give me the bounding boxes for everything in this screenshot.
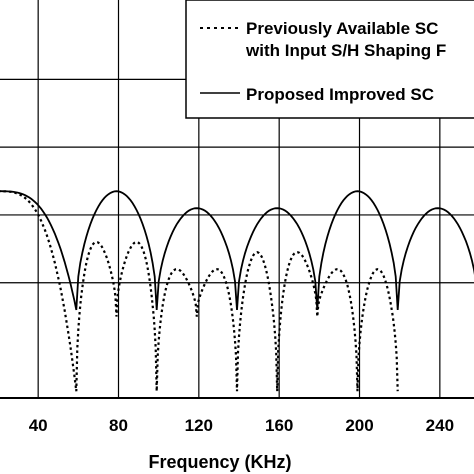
x-tick-labels: 40 80 120 160 200 240 (29, 416, 454, 435)
legend-label-previous-line1: Previously Available SC (246, 19, 438, 38)
series-previous-line (0, 190, 399, 392)
curves (0, 190, 474, 392)
legend: Previously Available SC with Input S/H S… (185, 0, 474, 119)
x-tick-label-0: 40 (29, 416, 48, 435)
x-tick-label-4: 200 (345, 416, 373, 435)
x-tick-label-3: 160 (265, 416, 293, 435)
x-axis-title: Frequency (KHz) (148, 452, 291, 472)
x-tick-label-1: 80 (109, 416, 128, 435)
legend-label-previous-line2: with Input S/H Shaping F (245, 41, 446, 60)
legend-box (185, 0, 474, 119)
x-tick-label-5: 240 (426, 416, 454, 435)
series-proposed-line (0, 190, 474, 311)
x-tick-label-2: 120 (185, 416, 213, 435)
legend-label-proposed: Proposed Improved SC (246, 85, 434, 104)
